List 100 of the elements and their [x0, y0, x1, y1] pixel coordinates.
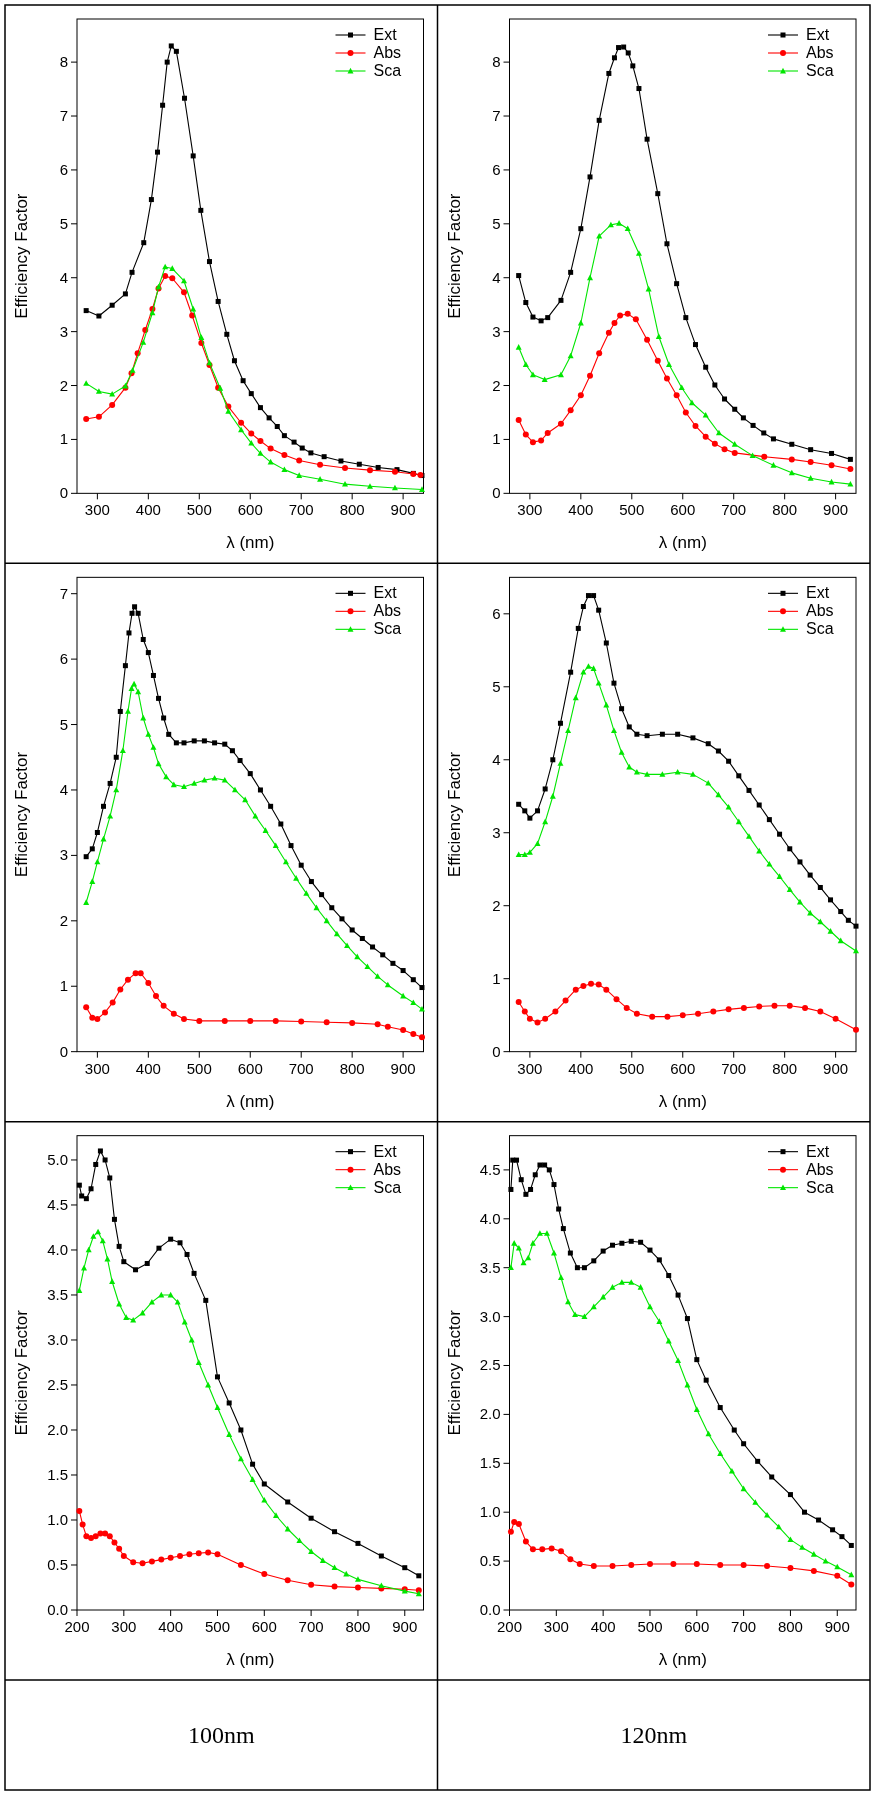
x-tick-label: 600 [670, 1059, 696, 1077]
x-axis-title: λ (nm) [226, 1091, 275, 1111]
legend-label: Ext [373, 26, 398, 43]
y-tick-label: 3.5 [479, 1258, 501, 1276]
y-tick-label: 0 [59, 484, 68, 502]
x-tick-label: 500 [619, 1059, 645, 1077]
y-tick-label: 7 [59, 584, 68, 602]
y-tick-label: 0 [492, 484, 501, 502]
x-tick-label: 900 [392, 1618, 418, 1635]
x-tick-label: 900 [824, 1618, 850, 1635]
y-tick-label: 1 [59, 977, 68, 995]
x-tick-label: 600 [237, 501, 263, 519]
x-tick-label: 200 [496, 1618, 523, 1635]
x-tick-label: 500 [186, 501, 212, 519]
y-tick-label: 2.0 [47, 1420, 68, 1438]
y-tick-label: 5 [492, 677, 501, 695]
x-tick-label: 800 [777, 1618, 803, 1635]
x-tick-label: 800 [339, 501, 365, 519]
y-tick-label: 4 [492, 268, 501, 286]
legend-label: Ext [806, 1142, 830, 1160]
y-axis-title: Efficiency Factor [12, 751, 31, 878]
legend-label: Sca [373, 1178, 402, 1196]
y-tick-label: 5 [492, 214, 501, 232]
y-tick-label: 3.0 [479, 1307, 501, 1325]
y-tick-label: 2 [492, 376, 501, 394]
y-tick-label: 0.0 [479, 1601, 501, 1618]
y-tick-label: 6 [492, 160, 501, 178]
x-tick-label: 300 [84, 501, 110, 519]
legend-label: Sca [806, 62, 834, 79]
legend-label: Abs [373, 1160, 402, 1178]
y-tick-label: 1.0 [47, 1510, 68, 1528]
y-tick-label: 1 [59, 430, 68, 448]
y-tick-label: 6 [59, 650, 68, 668]
y-tick-label: 1.5 [47, 1465, 68, 1483]
legend-label: Sca [373, 62, 402, 79]
x-axis-title: λ (nm) [658, 1650, 707, 1669]
legend-label: Abs [806, 602, 834, 620]
legend-label: Sca [373, 620, 402, 638]
x-tick-label: 600 [684, 1618, 710, 1635]
y-tick-label: 0.0 [47, 1601, 68, 1618]
text: 100nm [187, 1722, 255, 1748]
x-tick-label: 800 [339, 1059, 365, 1077]
y-tick-label: 4.5 [479, 1160, 501, 1178]
x-tick-label: 600 [251, 1618, 277, 1635]
x-tick-label: 800 [345, 1618, 371, 1635]
y-tick-label: 1.5 [479, 1454, 501, 1472]
y-tick-label: 5 [59, 715, 68, 733]
y-tick-label: 2 [492, 896, 501, 914]
legend-label: Sca [806, 1178, 834, 1196]
y-tick-label: 2 [59, 376, 68, 394]
y-axis-title: Efficiency Factor [444, 193, 464, 319]
y-tick-label: 3 [492, 823, 501, 841]
x-tick-label: 700 [721, 501, 747, 519]
y-axis-title: Efficiency Factor [12, 1309, 31, 1436]
legend-label: Ext [806, 584, 830, 602]
x-tick-label: 400 [568, 501, 594, 519]
y-tick-label: 0 [59, 1042, 68, 1060]
legend-label: Sca [806, 620, 834, 638]
legend-label: Ext [373, 584, 398, 602]
y-tick-label: 6 [59, 160, 68, 178]
x-tick-label: 200 [64, 1618, 90, 1635]
y-tick-label: 4.5 [47, 1195, 68, 1213]
x-tick-label: 400 [158, 1618, 184, 1635]
legend-label: Abs [806, 44, 834, 61]
legend-label: Abs [806, 1160, 834, 1178]
x-tick-label: 400 [590, 1618, 616, 1635]
y-tick-label: 1 [492, 969, 501, 987]
x-tick-label: 700 [721, 1059, 747, 1077]
x-axis-title: λ (nm) [226, 1650, 275, 1669]
x-tick-label: 500 [619, 501, 645, 519]
x-axis-title: λ (nm) [658, 1091, 707, 1111]
y-tick-label: 1.0 [479, 1503, 501, 1521]
y-tick-label: 5.0 [47, 1150, 68, 1168]
x-tick-label: 500 [204, 1618, 230, 1635]
y-axis-title: Efficiency Factor [12, 193, 31, 319]
x-tick-label: 500 [637, 1618, 663, 1635]
x-tick-label: 900 [390, 1059, 416, 1077]
y-tick-label: 5 [59, 214, 68, 232]
y-tick-label: 3.0 [47, 1330, 68, 1348]
x-tick-label: 700 [288, 1059, 314, 1077]
y-tick-label: 6 [492, 604, 501, 622]
legend-label: Ext [806, 26, 830, 43]
y-axis-title: Efficiency Factor [444, 751, 464, 878]
y-tick-label: 3.5 [47, 1285, 68, 1303]
x-tick-label: 900 [823, 501, 849, 519]
x-tick-label: 700 [298, 1618, 324, 1635]
x-tick-label: 400 [568, 1059, 594, 1077]
x-tick-label: 500 [186, 1059, 212, 1077]
y-tick-label: 4 [59, 780, 68, 798]
y-tick-label: 8 [492, 53, 501, 71]
x-tick-label: 300 [517, 1059, 543, 1077]
y-tick-label: 3 [492, 322, 501, 340]
legend-label: Ext [373, 1142, 398, 1160]
x-tick-label: 900 [390, 501, 416, 519]
y-tick-label: 1 [492, 430, 501, 448]
y-tick-label: 8 [59, 53, 68, 71]
y-tick-label: 4 [492, 750, 501, 768]
x-tick-label: 300 [517, 501, 543, 519]
y-tick-label: 7 [492, 107, 501, 125]
y-tick-label: 0.5 [479, 1552, 501, 1570]
